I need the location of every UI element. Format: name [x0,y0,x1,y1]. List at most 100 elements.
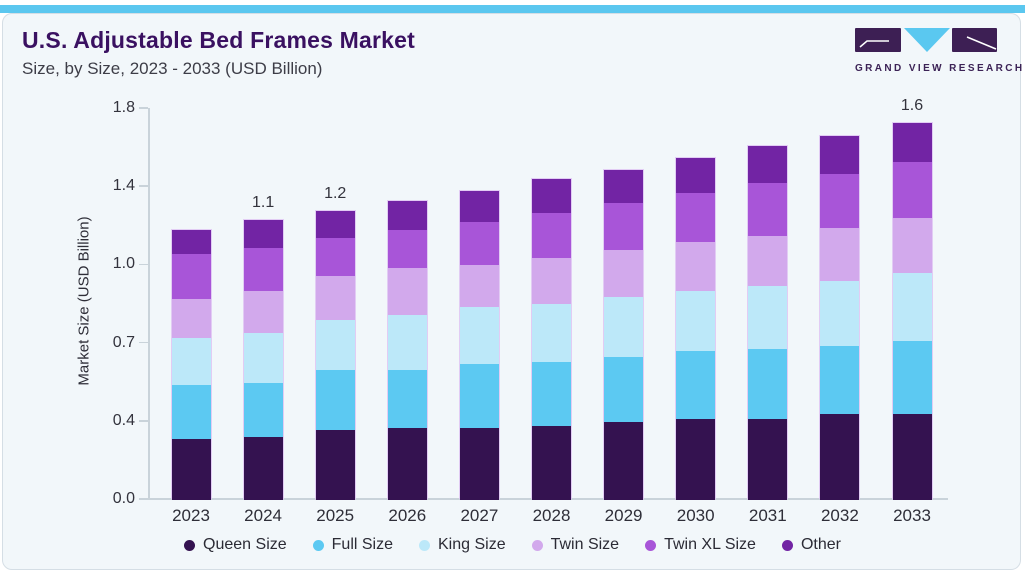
bar-2024 [242,219,284,500]
bar-segment-queen-size [604,421,644,500]
y-tick-label: 0.4 [112,411,135,429]
legend-item-king-size: King Size [419,536,506,554]
y-tick-label: 1.8 [112,99,135,116]
bar-2032 [819,135,861,500]
y-axis-tick [139,341,148,344]
bar-segment-other [243,220,283,248]
bar-total-label: 1.6 [900,96,924,114]
bar-2026 [386,199,428,500]
bar-segment-queen-size [532,425,571,500]
bar-segment-queen-size [820,413,860,500]
legend-dot-icon [645,539,657,551]
gvr-logo-icon [855,28,997,52]
y-tick-label: 1.4 [112,177,135,195]
legend-item-twin-size: Twin Size [531,536,620,554]
bar-segment-twin-xl-size [171,253,211,300]
bar-segment-twin-xl-size [820,173,860,229]
legend-label: King Size [438,536,506,553]
legend-label: Other [800,536,841,553]
legend-label: Queen Size [203,536,287,553]
bar-segment-twin-size [892,218,932,274]
bar-segment-full-size [748,348,788,420]
y-tick-label: 1.0 [112,255,135,273]
bar-segment-twin-size [532,257,571,305]
x-tick-label: 2031 [748,506,787,525]
legend-item-full-size: Full Size [312,536,393,554]
x-tick-label: 2025 [316,506,355,525]
legend-label: Twin Size [550,536,620,553]
bar-segment-twin-size [676,241,716,292]
bar-2027 [458,190,500,500]
page-title: U.S. Adjustable Bed Frames Market [22,27,416,53]
bar-2033 [891,121,933,500]
legend-label: Twin XL Size [664,536,756,553]
bar-segment-twin-size [243,291,283,334]
legend-label: Full Size [331,536,393,553]
bar-segment-queen-size [243,437,283,500]
y-axis-line [148,108,150,499]
bar-segment-twin-xl-size [387,230,427,268]
y-axis-tick [139,263,148,266]
y-tick-label: 0.0 [112,490,135,507]
bar-segment-other [387,200,427,231]
y-axis-tick [139,420,148,422]
x-tick-label: 2028 [532,506,571,525]
bar-total-label: 1.1 [251,194,275,212]
bar-segment-full-size [676,351,716,420]
bar-segment-other [532,179,571,213]
bar-2031 [747,145,789,500]
bar-segment-twin-size [604,249,644,297]
bar-segment-full-size [243,382,283,438]
bar-segment-full-size [604,356,644,422]
bar-segment-other [820,136,860,174]
bar-segment-king-size [387,314,427,370]
bar-segment-king-size [243,333,283,383]
bar-segment-king-size [315,320,355,370]
legend-item-other: Other [781,536,841,554]
bar-segment-king-size [748,286,788,349]
x-tick-label: 2032 [820,506,859,525]
legend-dot-icon [531,539,543,551]
x-tick-label: 2030 [676,506,715,525]
x-tick-label: 2029 [604,506,643,525]
gvr-logo-wordmark: GRAND VIEW RESEARCH [855,63,1025,74]
y-tick-label: 0.7 [112,333,135,351]
bar-segment-full-size [387,369,427,428]
x-tick-label: 2026 [388,506,427,525]
y-axis-tick [139,107,148,109]
bar-segment-full-size [532,361,571,426]
bar-segment-twin-xl-size [459,222,499,266]
bar-segment-full-size [315,369,355,430]
bar-2028 [531,178,572,500]
bar-segment-other [315,210,355,239]
bar-segment-twin-size [748,236,788,287]
legend-dot-icon [419,539,430,551]
bar-segment-king-size [892,273,932,341]
legend-dot-icon [781,539,793,551]
x-tick-label: 2024 [244,506,282,525]
bar-segment-twin-xl-size [892,161,932,219]
bar-segment-other [171,230,211,254]
bar-segment-twin-size [459,265,499,308]
bar-segment-queen-size [748,419,788,500]
bar-segment-full-size [459,364,499,428]
bar-total-label: 1.2 [324,184,347,202]
bar-segment-queen-size [387,427,427,500]
x-tick-label: 2033 [893,506,931,525]
bar-2029 [603,168,645,500]
bar-2023 [170,229,212,500]
bar-segment-king-size [676,291,716,352]
bar-2030 [675,156,717,500]
bar-segment-twin-xl-size [604,202,644,250]
y-axis-title: Market Size (USD Billion) [75,216,93,386]
bar-segment-king-size [171,338,211,386]
bar-segment-twin-xl-size [532,212,571,258]
bar-segment-queen-size [676,419,716,500]
bar-segment-other [676,157,716,194]
bar-segment-queen-size [315,429,355,500]
legend-dot-icon [184,539,196,551]
bar-segment-king-size [532,304,571,362]
bar-segment-twin-size [171,299,211,339]
bar-segment-full-size [171,385,211,440]
